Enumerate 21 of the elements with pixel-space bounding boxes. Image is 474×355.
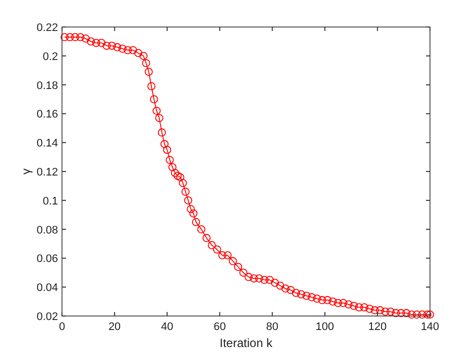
x-axis-title: Iteration k <box>220 336 274 350</box>
y-tick-label: 0.12 <box>36 166 58 178</box>
y-tick-label: 0.22 <box>36 22 58 34</box>
x-tick-label: 80 <box>266 321 278 333</box>
x-tick-label: 20 <box>108 321 121 333</box>
y-tick-label: 0.18 <box>36 80 58 92</box>
x-tick-label: 100 <box>316 321 334 333</box>
x-tick-label: 140 <box>420 321 440 333</box>
y-tick-label: 0.16 <box>36 108 58 121</box>
y-tick-label: 0.1 <box>42 195 58 208</box>
x-tick-label: 60 <box>214 321 226 333</box>
y-tick-label: 0.06 <box>36 253 58 266</box>
y-tick-label: 0.02 <box>36 311 58 323</box>
y-tick-label: 0.04 <box>36 282 58 294</box>
y-axis-title: γ <box>19 168 33 174</box>
x-tick-label: 120 <box>368 321 387 333</box>
y-tick-label: 0.2 <box>42 50 58 63</box>
x-tick-label: 40 <box>161 321 174 333</box>
y-tick-label: 0.14 <box>36 138 58 150</box>
x-tick-label: 0 <box>58 321 66 333</box>
y-tick-label: 0.08 <box>36 224 58 236</box>
